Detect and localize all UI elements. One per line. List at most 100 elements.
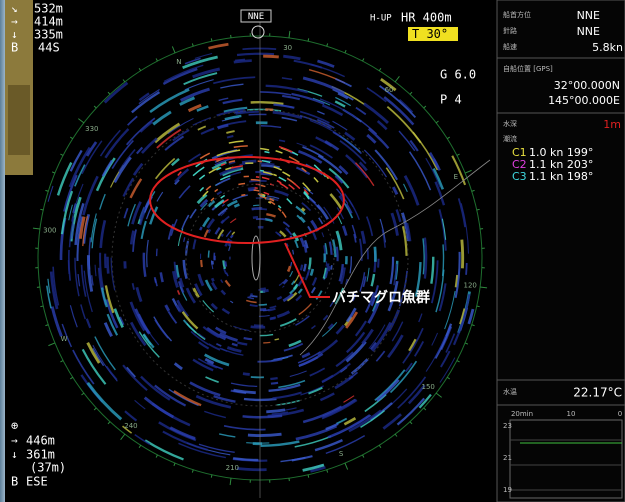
echo xyxy=(425,335,447,372)
echo xyxy=(104,128,130,159)
echo xyxy=(228,140,244,144)
ring-tick xyxy=(229,478,232,486)
echo xyxy=(286,197,293,205)
echo xyxy=(226,130,235,134)
echo xyxy=(259,169,265,172)
echo xyxy=(220,279,224,284)
echo xyxy=(288,155,300,164)
echo xyxy=(230,382,258,387)
echo-layer xyxy=(46,42,475,473)
echo xyxy=(224,261,228,267)
echo xyxy=(167,223,175,240)
echo xyxy=(265,218,273,223)
echo xyxy=(300,207,306,212)
echo xyxy=(226,135,234,139)
echo xyxy=(228,160,236,164)
ring-tick xyxy=(423,407,427,411)
echo xyxy=(360,230,367,244)
echo xyxy=(282,94,301,101)
echo xyxy=(339,140,367,165)
echo xyxy=(276,232,282,237)
echo xyxy=(351,293,357,302)
panel-frame xyxy=(496,0,625,502)
echo xyxy=(68,204,73,221)
echo xyxy=(215,177,231,187)
ring-tick xyxy=(423,105,427,109)
echo xyxy=(248,295,252,298)
echo xyxy=(373,246,377,262)
echo xyxy=(242,372,250,376)
echo xyxy=(140,121,154,133)
echo xyxy=(105,299,119,329)
ring-tick xyxy=(394,76,400,83)
echo xyxy=(220,83,244,89)
heading-box xyxy=(240,9,272,23)
echo xyxy=(173,362,183,371)
echo xyxy=(441,218,447,240)
echo xyxy=(217,207,228,217)
bearing-value: 44S xyxy=(38,41,60,55)
echo xyxy=(366,267,370,282)
echo xyxy=(210,197,215,202)
echo xyxy=(457,198,466,228)
echo xyxy=(197,273,205,287)
echo xyxy=(170,157,180,167)
bow-marker xyxy=(251,25,265,39)
echo xyxy=(69,149,83,172)
echo xyxy=(297,351,321,364)
compass-label: 240 xyxy=(124,422,137,430)
heading: NNE xyxy=(577,9,600,22)
echo xyxy=(178,442,226,459)
echo xyxy=(192,239,197,250)
echo xyxy=(113,308,124,328)
echo xyxy=(69,305,78,328)
echo xyxy=(439,357,456,383)
echo xyxy=(214,326,227,335)
echo xyxy=(181,214,190,230)
echo xyxy=(360,120,378,135)
echo xyxy=(199,226,203,231)
echo xyxy=(367,302,380,324)
echo xyxy=(110,257,116,291)
echo xyxy=(156,191,164,202)
echo xyxy=(140,220,147,240)
echo xyxy=(317,110,325,115)
echo xyxy=(80,304,86,320)
echo xyxy=(204,410,226,419)
current-layer: C2 xyxy=(512,158,527,171)
echo xyxy=(264,150,270,154)
echo xyxy=(363,149,388,178)
echo xyxy=(331,239,337,258)
ring-tick xyxy=(51,171,56,174)
echo xyxy=(246,299,257,304)
echo xyxy=(311,277,318,286)
echo xyxy=(297,276,305,287)
echo xyxy=(105,365,118,381)
echo xyxy=(341,225,348,236)
echo xyxy=(306,271,310,277)
echo xyxy=(181,311,199,330)
echo xyxy=(338,165,349,176)
echo xyxy=(132,229,137,252)
cursor-bearing: ESE xyxy=(26,475,48,489)
echo xyxy=(94,336,116,371)
echo xyxy=(198,174,206,180)
echo xyxy=(268,383,301,393)
echo xyxy=(278,139,286,143)
echo xyxy=(86,342,101,364)
compass-label: 120 xyxy=(463,282,476,290)
echo xyxy=(296,214,302,220)
cursor-icon: ⊕ xyxy=(11,419,18,433)
echo xyxy=(330,265,333,270)
echo xyxy=(249,179,267,183)
echo xyxy=(207,250,210,258)
ring-tick xyxy=(138,444,142,449)
echo xyxy=(171,270,179,288)
echo xyxy=(200,127,215,135)
echo xyxy=(351,224,357,239)
ring-tick xyxy=(155,454,158,458)
echo xyxy=(219,174,231,181)
echo xyxy=(281,211,287,218)
echo xyxy=(219,332,238,342)
echo xyxy=(259,333,274,337)
